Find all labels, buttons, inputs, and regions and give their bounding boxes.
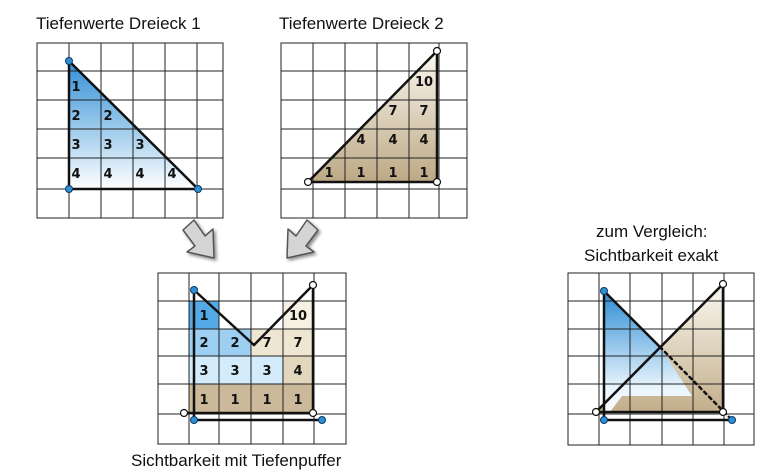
buffer-depth-value: 7: [262, 336, 271, 351]
triangle2-vertex: [432, 177, 442, 187]
buffer-depth-value: 10: [289, 309, 307, 324]
t1-depth-value: 2: [103, 109, 112, 124]
buffer-depth-value: 2: [230, 336, 239, 351]
buffer-depth-value: 7: [293, 336, 302, 351]
triangle1-title: Tiefenwerte Dreieck 1: [36, 14, 201, 33]
t2-depth-value: 1: [356, 166, 365, 181]
t2-depth-value: 7: [388, 104, 397, 119]
buffer-vertex: [308, 408, 318, 418]
buffer-cell: [251, 384, 283, 414]
buffer-depth-value: 1: [199, 393, 208, 408]
buffer-depth-value: 1: [199, 309, 208, 324]
buffer-cell: [283, 356, 314, 384]
t1-depth-value: 4: [167, 167, 176, 182]
triangle2-title: Tiefenwerte Dreieck 2: [279, 14, 444, 33]
t1-depth-value: 4: [103, 167, 112, 182]
buffer-depth-value: 1: [262, 393, 271, 408]
buffer-depth-value: 4: [293, 364, 302, 379]
buffer-depth-value: 1: [293, 393, 302, 408]
triangle1-outline: [67, 57, 202, 191]
arrow-down-left-icon: [286, 219, 319, 259]
t1-depth-value: 1: [71, 80, 80, 95]
buffer-cell: [219, 329, 251, 356]
buffer-cell: [283, 301, 314, 329]
compare-line2: Sichtbarkeit exakt: [584, 246, 719, 265]
compare-line1: zum Vergleich:: [596, 222, 708, 241]
triangle2-vertex: [432, 46, 442, 56]
buffer-panel: 1 10 2 2 7 7 3 3 3 4 1 1 1 1: [157, 272, 347, 445]
exact-vertex: [728, 416, 736, 424]
t1-depth-value: 3: [71, 138, 80, 153]
buffer-vertex: [318, 416, 326, 424]
buffer-vertex: [190, 416, 198, 424]
buffer-title: Sichtbarkeit mit Tiefenpuffer: [131, 451, 342, 470]
buffer-depth-value: 1: [230, 393, 239, 408]
buffer-cell: [283, 329, 314, 356]
triangle2-outline: [305, 47, 439, 184]
t2-depth-value: 7: [419, 104, 428, 119]
buffer-vertex: [308, 280, 318, 290]
triangle1-panel: 1 2 2 3 3 3 4 4 4 4: [36, 42, 224, 219]
buffer-vertex: [179, 408, 189, 418]
t1-depth-value: 3: [135, 138, 144, 153]
exact-vertex: [718, 407, 728, 417]
arrow-down-right-icon: [182, 219, 215, 259]
t1-depth-value: 2: [71, 109, 80, 124]
buffer-visible-edges: [182, 283, 324, 422]
t1-depth-value: 4: [135, 167, 144, 182]
triangle2-vertex: [303, 177, 313, 187]
t2-depth-value: 4: [419, 133, 428, 148]
buffer-cell: [283, 384, 314, 414]
buffer-depth-value: 3: [262, 364, 271, 379]
triangle2-panel: 10 7 7 4 4 4 1 1 1 1: [280, 42, 468, 219]
t2-depth-value: 4: [356, 133, 365, 148]
exact-vertex: [718, 279, 728, 289]
exact-vertex: [591, 407, 601, 417]
buffer-cell: [219, 356, 251, 384]
triangle1-vertex: [194, 185, 202, 193]
exact-vertex: [600, 416, 608, 424]
t2-depth-value: 1: [388, 166, 397, 181]
t2-depth-value: 1: [324, 166, 333, 181]
triangle1-vertex: [65, 57, 73, 65]
buffer-depth-value: 2: [199, 336, 208, 351]
buffer-vertex: [190, 286, 198, 294]
t2-depth-value: 4: [388, 133, 397, 148]
buffer-cell: [219, 384, 251, 414]
t2-depth-value: 10: [415, 75, 433, 90]
exact-panel: [567, 272, 755, 446]
t1-depth-value: 4: [71, 167, 80, 182]
buffer-depth-value: 3: [199, 364, 208, 379]
buffer-cell: [251, 356, 283, 384]
exact-edges: [594, 282, 734, 422]
t2-depth-value: 1: [419, 166, 428, 181]
triangle1-vertex: [65, 185, 73, 193]
buffer-depth-value: 3: [230, 364, 239, 379]
exact-vertex: [600, 287, 608, 295]
t1-depth-value: 3: [103, 138, 112, 153]
